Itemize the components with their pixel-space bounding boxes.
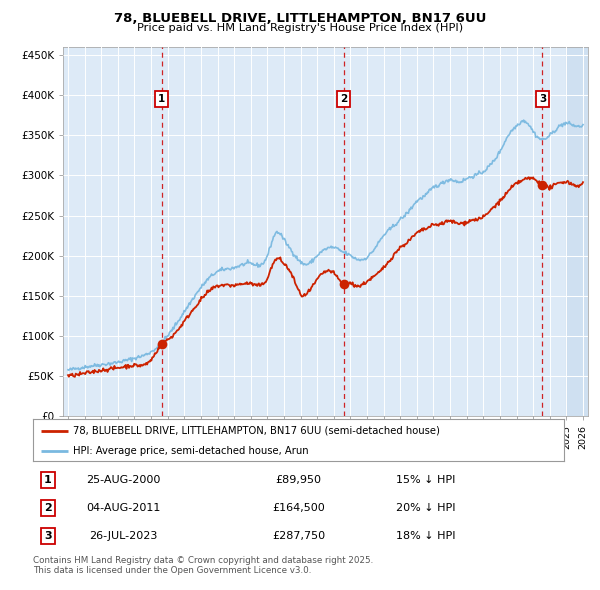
Text: 18% ↓ HPI: 18% ↓ HPI (396, 531, 455, 541)
Text: 3: 3 (539, 94, 546, 104)
Text: 04-AUG-2011: 04-AUG-2011 (86, 503, 160, 513)
Text: HPI: Average price, semi-detached house, Arun: HPI: Average price, semi-detached house,… (73, 446, 308, 455)
Text: 25-AUG-2000: 25-AUG-2000 (86, 475, 160, 485)
Text: 20% ↓ HPI: 20% ↓ HPI (396, 503, 455, 513)
Text: 26-JUL-2023: 26-JUL-2023 (89, 531, 157, 541)
Text: 78, BLUEBELL DRIVE, LITTLEHAMPTON, BN17 6UU (semi-detached house): 78, BLUEBELL DRIVE, LITTLEHAMPTON, BN17 … (73, 426, 440, 436)
Text: Price paid vs. HM Land Registry's House Price Index (HPI): Price paid vs. HM Land Registry's House … (137, 23, 463, 33)
Bar (566, 47, 599, 416)
Text: 2: 2 (44, 503, 52, 513)
Text: 15% ↓ HPI: 15% ↓ HPI (396, 475, 455, 485)
Text: £89,950: £89,950 (275, 475, 322, 485)
Text: 3: 3 (44, 531, 52, 541)
Text: £287,750: £287,750 (272, 531, 325, 541)
Text: Contains HM Land Registry data © Crown copyright and database right 2025.
This d: Contains HM Land Registry data © Crown c… (33, 556, 373, 575)
Text: 1: 1 (44, 475, 52, 485)
Bar (566, 47, 599, 416)
Text: 2: 2 (340, 94, 347, 104)
Text: 78, BLUEBELL DRIVE, LITTLEHAMPTON, BN17 6UU: 78, BLUEBELL DRIVE, LITTLEHAMPTON, BN17 … (114, 12, 486, 25)
Text: 1: 1 (158, 94, 166, 104)
Text: £164,500: £164,500 (272, 503, 325, 513)
